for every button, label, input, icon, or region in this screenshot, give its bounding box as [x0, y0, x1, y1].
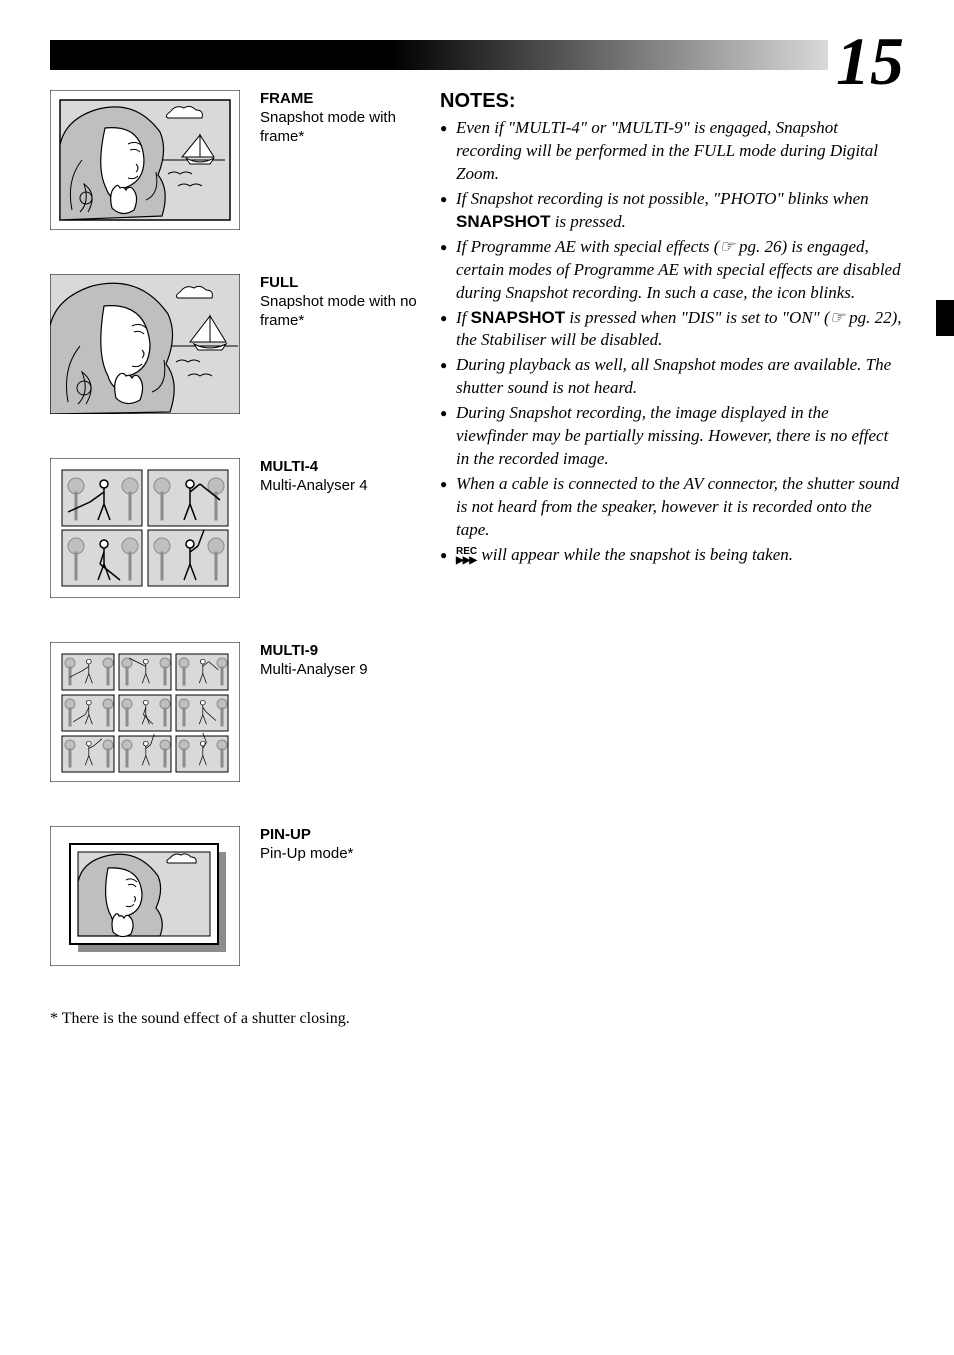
header-gradient-bar	[50, 40, 904, 70]
note-item: REC▶▶▶ will appear while the snapshot is…	[440, 544, 904, 567]
mode-row-pinup: PIN-UP Pin-Up mode*	[50, 826, 430, 966]
mode-label-multi4: MULTI-4 Multi-Analyser 4	[260, 458, 368, 496]
mode-desc: Multi-Analyser 9	[260, 661, 368, 680]
mode-desc: Multi-Analyser 4	[260, 477, 368, 496]
mode-title: FULL	[260, 274, 430, 293]
notes-heading: NOTES:	[440, 90, 904, 113]
note-item: If SNAPSHOT is pressed when "DIS" is set…	[440, 307, 904, 353]
side-tab-marker	[936, 300, 954, 336]
note-text: is pressed.	[550, 212, 625, 231]
mode-row-multi4: MULTI-4 Multi-Analyser 4	[50, 458, 430, 598]
mode-title: MULTI-4	[260, 458, 368, 477]
mode-row-multi9: MULTI-9 Multi-Analyser 9	[50, 642, 430, 782]
note-text: will appear while the snapshot is being …	[477, 545, 793, 564]
thumb-frame	[50, 90, 240, 230]
note-item: When a cable is connected to the AV conn…	[440, 473, 904, 542]
mode-title: PIN-UP	[260, 826, 353, 845]
notes-list: Even if "MULTI-4" or "MULTI-9" is engage…	[440, 117, 904, 567]
mode-title: MULTI-9	[260, 642, 368, 661]
note-text: During playback as well, all Snapshot mo…	[456, 355, 891, 397]
note-item: Even if "MULTI-4" or "MULTI-9" is engage…	[440, 117, 904, 186]
note-item: If Programme AE with special effects (☞ …	[440, 236, 904, 305]
mode-desc: Snapshot mode with no frame*	[260, 293, 430, 331]
note-item: If Snapshot recording is not possible, "…	[440, 188, 904, 234]
note-text: If Snapshot recording is not possible, "…	[456, 189, 869, 208]
page-content: FRAME Snapshot mode with frame*	[50, 90, 904, 1315]
thumb-multi9	[50, 642, 240, 782]
note-item: During playback as well, all Snapshot mo…	[440, 354, 904, 400]
mode-row-frame: FRAME Snapshot mode with frame*	[50, 90, 430, 230]
note-item: During Snapshot recording, the image dis…	[440, 402, 904, 471]
mode-label-full: FULL Snapshot mode with no frame*	[260, 274, 430, 330]
thumb-multi4	[50, 458, 240, 598]
note-bold: SNAPSHOT	[471, 308, 565, 327]
note-text: During Snapshot recording, the image dis…	[456, 403, 888, 468]
thumb-full	[50, 274, 240, 414]
left-column: FRAME Snapshot mode with frame*	[50, 90, 430, 1028]
note-text: If	[456, 308, 471, 327]
note-text: If Programme AE with special effects (☞ …	[456, 237, 901, 302]
note-text: Even if "MULTI-4" or "MULTI-9" is engage…	[456, 118, 878, 183]
thumb-pinup	[50, 826, 240, 966]
footnote: * There is the sound effect of a shutter…	[50, 1010, 430, 1028]
mode-label-multi9: MULTI-9 Multi-Analyser 9	[260, 642, 368, 680]
mode-label-frame: FRAME Snapshot mode with frame*	[260, 90, 430, 146]
right-column: NOTES: Even if "MULTI-4" or "MULTI-9" is…	[440, 90, 904, 569]
mode-title: FRAME	[260, 90, 430, 109]
mode-desc: Pin-Up mode*	[260, 845, 353, 864]
mode-desc: Snapshot mode with frame*	[260, 109, 430, 147]
note-text: When a cable is connected to the AV conn…	[456, 474, 899, 539]
mode-label-pinup: PIN-UP Pin-Up mode*	[260, 826, 353, 864]
mode-row-full: FULL Snapshot mode with no frame*	[50, 274, 430, 414]
note-bold: SNAPSHOT	[456, 212, 550, 231]
rec-icon: REC▶▶▶	[456, 547, 477, 565]
